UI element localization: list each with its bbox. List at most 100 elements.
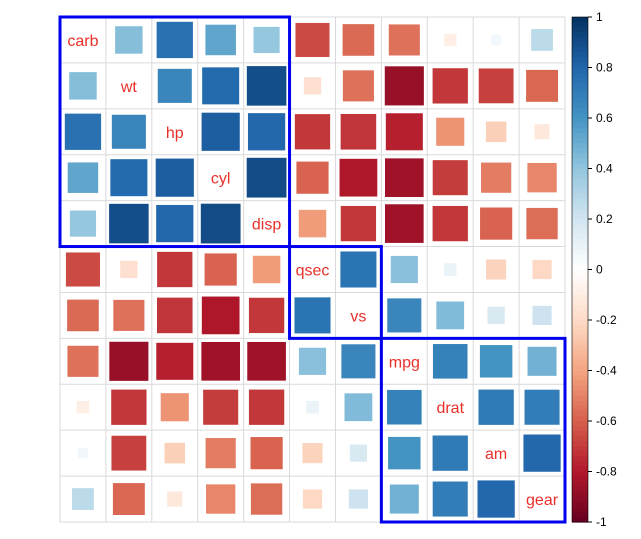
corr-square-mpg-cyl	[201, 341, 241, 381]
corr-square-mpg-drat	[432, 344, 468, 379]
colorbar-segment	[572, 77, 588, 84]
colorbar-segment	[572, 203, 588, 210]
corr-square-drat-cyl	[203, 389, 239, 425]
corr-square-qsec-mpg	[390, 255, 418, 284]
corr-square-am-hp	[164, 442, 186, 464]
colorbar-segment	[572, 87, 588, 94]
colorbar-segment	[572, 208, 588, 215]
corr-square-carb-gear	[531, 29, 553, 51]
colorbar-segment	[572, 390, 588, 397]
colorbar-segment	[572, 441, 588, 447]
corr-square-drat-qsec	[306, 400, 319, 414]
corr-square-am-carb	[77, 448, 89, 459]
colorbar-segment	[572, 249, 588, 255]
variable-label-cyl: cyl	[211, 171, 231, 188]
variable-label-gear: gear	[526, 492, 559, 509]
colorbar-segment	[572, 62, 588, 69]
colorbar-segment	[572, 405, 588, 412]
colorbar-segment	[572, 325, 588, 331]
corr-square-wt-cyl	[202, 67, 240, 105]
colorbar-segment	[572, 491, 588, 498]
colorbar-tick-label: 1	[596, 10, 603, 24]
colorbar-tick-label: 0.4	[596, 162, 613, 176]
colorbar-segment	[572, 219, 588, 225]
cluster-rect-2	[288, 245, 383, 340]
corr-square-disp-hp	[156, 204, 194, 243]
corr-square-carb-wt	[115, 26, 143, 54]
corr-square-carb-vs	[342, 24, 375, 56]
colorbar-tick-label: -0.4	[596, 364, 617, 378]
colorbar-segment	[572, 32, 588, 38]
colorbar-segment	[572, 466, 588, 473]
corr-square-hp-mpg	[385, 113, 423, 151]
colorbar-segment	[572, 360, 588, 367]
colorbar-segment	[572, 224, 588, 230]
variable-label-disp: disp	[252, 217, 281, 234]
corr-square-qsec-wt	[120, 260, 138, 279]
colorbar-segment	[572, 501, 588, 508]
colorbar-segment	[572, 309, 588, 316]
colorbar-segment	[572, 400, 588, 407]
colorbar-segment	[572, 47, 588, 53]
corr-square-gear-am	[477, 480, 515, 518]
colorbar-segment	[572, 431, 588, 437]
corr-square-cyl-vs	[339, 158, 378, 197]
corr-square-qsec-am	[486, 259, 507, 280]
variable-label-hp: hp	[166, 125, 184, 142]
corr-square-drat-mpg	[387, 389, 422, 425]
variable-label-mpg: mpg	[389, 354, 420, 371]
colorbar-segment	[572, 133, 588, 139]
corr-square-qsec-gear	[532, 259, 552, 280]
colorbar-segment	[572, 370, 588, 377]
colorbar-segment	[572, 426, 588, 432]
corr-square-wt-disp	[246, 66, 287, 106]
colorbar-segment	[572, 355, 588, 361]
corr-square-drat-gear	[524, 389, 560, 425]
corr-square-drat-wt	[111, 389, 147, 425]
corr-square-hp-drat	[436, 117, 465, 146]
colorbar-segment	[572, 421, 588, 427]
colorbar-segment	[572, 193, 588, 200]
colorbar-segment	[572, 92, 588, 99]
corr-square-wt-carb	[69, 72, 97, 100]
colorbar-segment	[572, 27, 588, 33]
colorbar-segment	[572, 511, 588, 518]
colorbar-segment	[572, 350, 588, 356]
corr-square-am-mpg	[388, 436, 421, 470]
variable-label-qsec: qsec	[296, 263, 330, 280]
corr-square-hp-cyl	[201, 112, 240, 151]
corr-square-cyl-disp	[246, 157, 287, 198]
corr-square-qsec-vs	[340, 251, 377, 288]
colorbar-segment	[572, 375, 588, 382]
variable-label-carb: carb	[67, 33, 98, 50]
corr-square-vs-wt	[113, 299, 145, 331]
corr-square-mpg-disp	[247, 341, 286, 381]
corr-square-cyl-hp	[155, 158, 194, 197]
corr-square-drat-am	[478, 389, 514, 425]
colorbar-segment	[572, 294, 588, 301]
corr-square-cyl-mpg	[384, 158, 424, 198]
colorbar-segment	[572, 244, 588, 250]
corr-square-cyl-wt	[110, 159, 148, 197]
corr-square-qsec-cyl	[204, 253, 237, 286]
colorbar-segment	[572, 234, 588, 240]
corr-square-disp-gear	[526, 207, 558, 240]
corr-square-mpg-qsec	[298, 347, 327, 375]
corr-square-carb-cyl	[205, 24, 236, 56]
colorbar-segment	[572, 330, 588, 336]
variable-label-vs: vs	[350, 308, 366, 325]
colorbar-segment	[572, 345, 588, 351]
corr-square-am-disp	[250, 437, 283, 470]
cluster-rect-3	[379, 336, 567, 524]
colorbar-segment	[572, 143, 588, 149]
corr-square-wt-drat	[432, 68, 468, 104]
colorbar-segment	[572, 395, 588, 402]
corr-square-am-vs	[349, 444, 368, 462]
colorbar-segment	[572, 178, 588, 185]
corr-square-cyl-drat	[432, 160, 468, 196]
corr-square-qsec-carb	[65, 252, 100, 287]
corr-square-wt-vs	[342, 70, 374, 102]
colorbar-segment	[572, 365, 588, 372]
corr-square-mpg-wt	[109, 341, 149, 381]
